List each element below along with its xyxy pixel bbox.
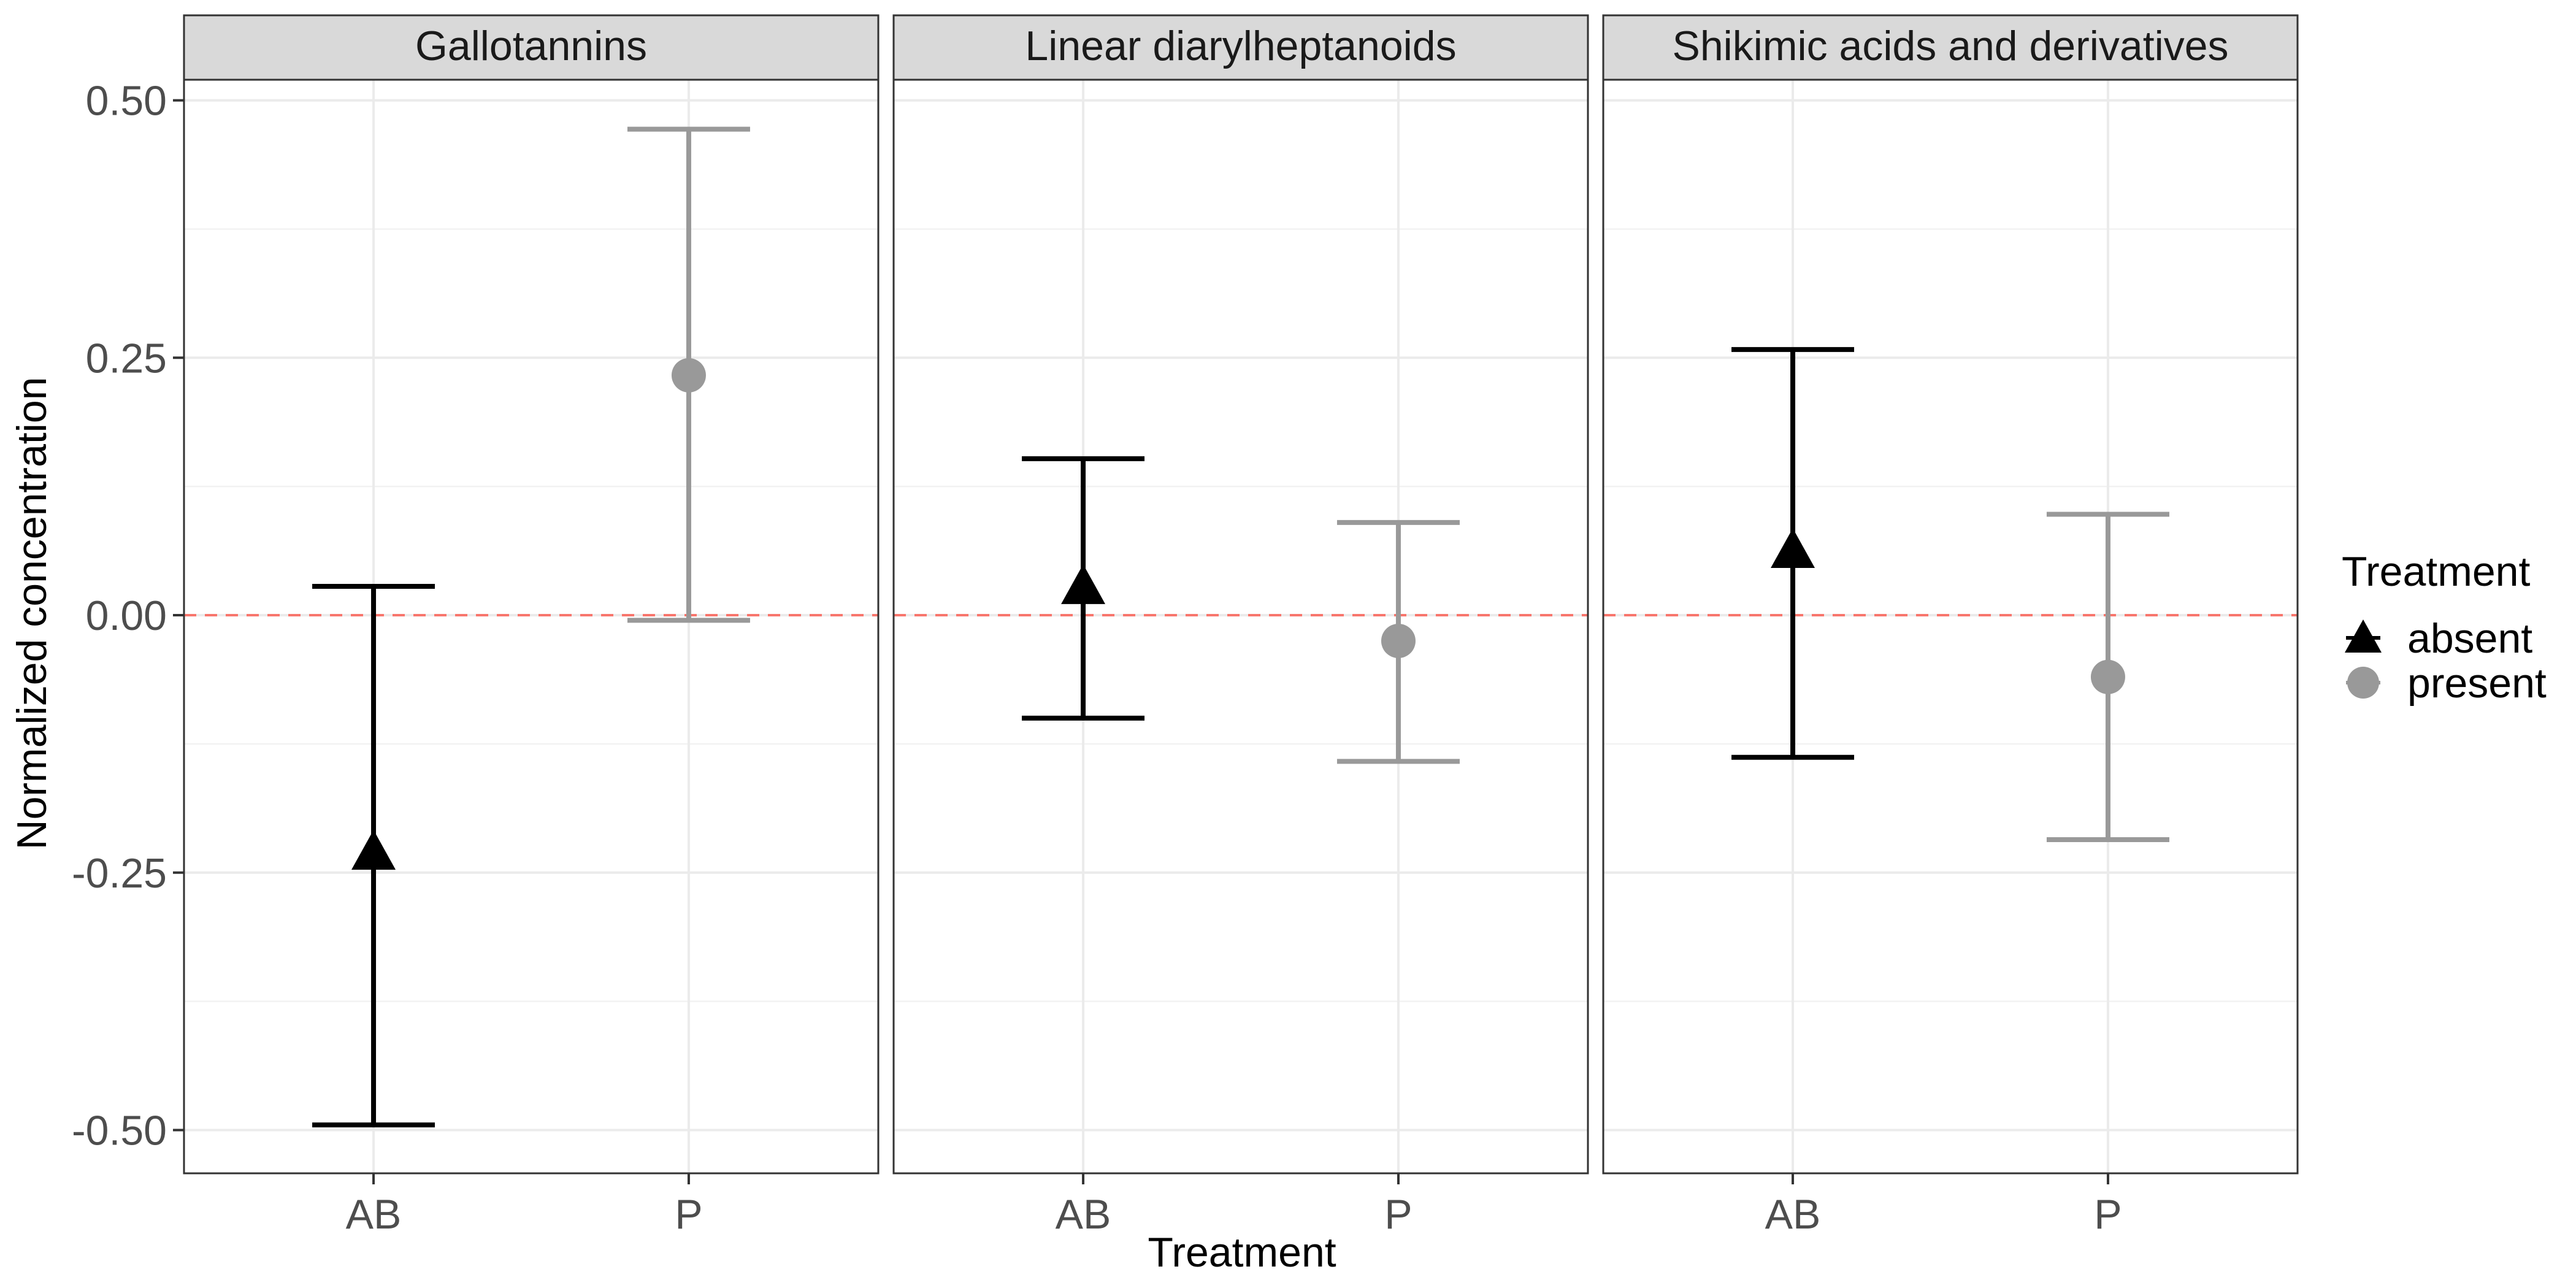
y-tick-label: -0.50 [72,1107,167,1154]
facet-title: Gallotannins [415,23,647,69]
triangle-point [1771,528,1815,569]
facet-panels: Gallotannins Linear diarylheptanoids Shiki… [183,14,2299,1175]
panel-background [894,80,1588,1173]
circle-point [671,358,706,393]
legend-entry-present: present [2346,660,2547,707]
y-tick-label: 0.25 [86,335,167,381]
facet-panel-1: Gallotannins [183,14,880,1175]
x-tick-label: P [2094,1191,2122,1238]
y-tick-label: 0.00 [86,592,167,639]
legend-label: present [2407,660,2547,707]
data-point-group [627,126,750,623]
panel-border [892,79,1589,1175]
y-axis: 0.50 0.25 0.00 -0.25 -0.50 [72,78,184,1154]
data-point-group [1022,456,1145,721]
facet-strip [183,14,880,81]
x-tick-label: AB [1056,1191,1111,1238]
circle-point [1381,624,1416,659]
facet-strip [892,14,1589,81]
x-tick-label: AB [346,1191,402,1238]
facet-title: Linear diarylheptanoids [1025,23,1456,69]
x-tick-label: P [1384,1191,1412,1238]
panel-background [184,80,878,1173]
legend-circle-key [2347,667,2379,699]
x-axis-title: Treatment [1148,1229,1336,1276]
legend-label: absent [2407,615,2532,662]
data-point-group [312,584,435,1128]
panel-border [183,79,880,1175]
legend-triangle-key [2345,619,2382,653]
y-tick-label: -0.25 [72,850,167,897]
triangle-point [1061,564,1106,604]
y-axis-title: Normalized concentration [9,377,55,849]
data-point-group [1336,519,1460,764]
facet-panel-2: Linear diarylheptanoids [892,14,1589,1175]
x-axis: AB P AB P AB P [346,1173,2122,1238]
data-point-group [1731,347,1855,760]
panel-background [1603,80,2298,1173]
facet-title: Shikimic acids and derivatives [1672,23,2228,69]
triangle-point [351,830,396,870]
panel-border [1602,79,2299,1175]
facet-panel-3: Shikimic acids and derivatives [1602,14,2299,1175]
facet-strip [1602,14,2299,81]
x-tick-label: AB [1765,1191,1821,1238]
y-tick-label: 0.50 [86,78,167,125]
data-point-group [2046,512,2169,843]
x-tick-label: P [675,1191,702,1238]
circle-point [2090,659,2125,694]
legend-title: Treatment [2342,548,2530,595]
legend-entry-absent: absent [2345,615,2532,662]
